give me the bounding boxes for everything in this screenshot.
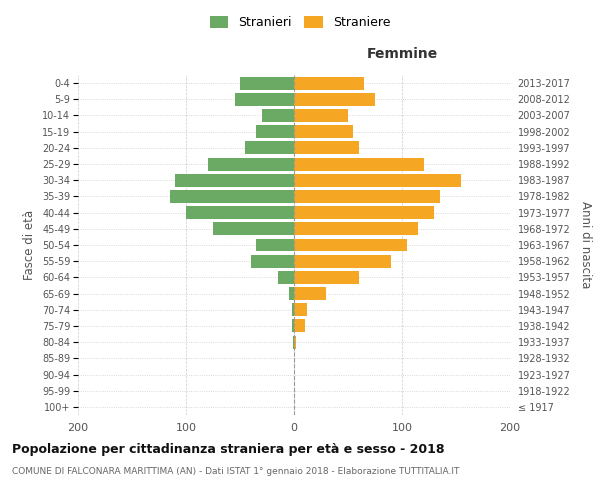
Bar <box>292 320 294 332</box>
Bar <box>294 158 424 170</box>
Bar <box>208 158 294 170</box>
Bar <box>293 336 294 348</box>
Y-axis label: Fasce di età: Fasce di età <box>23 210 37 280</box>
Bar <box>186 206 294 219</box>
Bar <box>294 271 359 284</box>
Bar <box>245 142 294 154</box>
Bar <box>170 190 294 203</box>
Bar <box>294 320 305 332</box>
Bar <box>294 336 296 348</box>
Y-axis label: Anni di nascita: Anni di nascita <box>579 202 592 288</box>
Bar <box>294 206 434 219</box>
Bar <box>256 238 294 252</box>
Bar <box>292 304 294 316</box>
Bar <box>262 109 294 122</box>
Text: COMUNE DI FALCONARA MARITTIMA (AN) - Dati ISTAT 1° gennaio 2018 - Elaborazione T: COMUNE DI FALCONARA MARITTIMA (AN) - Dat… <box>12 468 460 476</box>
Bar <box>294 287 326 300</box>
Bar <box>213 222 294 235</box>
Bar <box>294 222 418 235</box>
Bar <box>294 174 461 186</box>
Bar <box>294 125 353 138</box>
Bar <box>294 238 407 252</box>
Bar <box>294 304 307 316</box>
Bar <box>294 76 364 90</box>
Legend: Stranieri, Straniere: Stranieri, Straniere <box>205 11 395 34</box>
Bar <box>294 142 359 154</box>
Bar <box>289 287 294 300</box>
Bar <box>278 271 294 284</box>
Bar <box>256 125 294 138</box>
Text: Femmine: Femmine <box>367 48 437 62</box>
Bar <box>251 254 294 268</box>
Bar <box>294 93 375 106</box>
Bar <box>240 76 294 90</box>
Bar <box>175 174 294 186</box>
Bar <box>294 109 348 122</box>
Text: Popolazione per cittadinanza straniera per età e sesso - 2018: Popolazione per cittadinanza straniera p… <box>12 442 445 456</box>
Bar <box>294 254 391 268</box>
Bar <box>294 190 440 203</box>
Bar <box>235 93 294 106</box>
